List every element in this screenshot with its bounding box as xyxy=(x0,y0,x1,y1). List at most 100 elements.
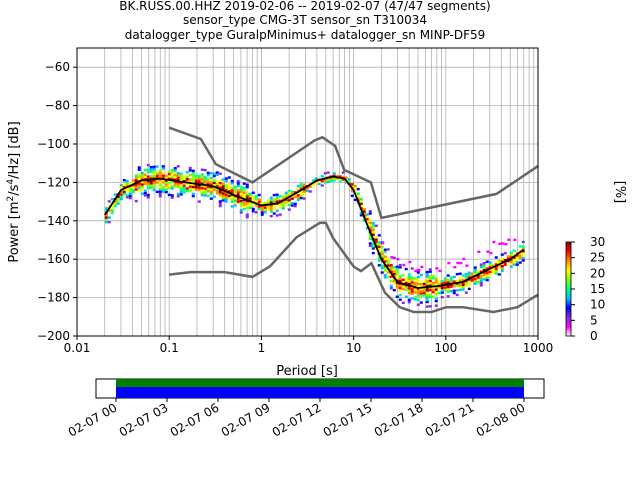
heatmap-cell xyxy=(230,200,234,203)
heatmap-cell xyxy=(104,207,108,210)
heatmap-cell xyxy=(104,220,108,224)
heatmap-cell xyxy=(230,179,234,183)
heatmap-cell xyxy=(389,287,393,290)
heatmap-cell xyxy=(179,186,183,189)
heatmap-cell xyxy=(221,183,225,186)
heatmap-cell xyxy=(251,191,255,195)
heatmap-cell xyxy=(206,178,210,181)
heatmap-cell xyxy=(407,287,411,290)
heatmap-cell xyxy=(131,181,135,185)
heatmap-cell xyxy=(227,176,231,179)
heatmap-cell xyxy=(332,174,336,177)
heatmap-cell xyxy=(431,274,435,278)
heatmap-cell xyxy=(104,216,108,219)
heatmap-cell xyxy=(443,286,447,289)
heatmap-cell xyxy=(257,193,261,197)
heatmap-cell xyxy=(281,200,285,203)
heatmap-cell xyxy=(245,197,249,200)
heatmap-cell xyxy=(158,181,162,184)
heatmap-cell xyxy=(461,278,465,282)
heatmap-cell xyxy=(308,185,312,189)
heatmap-cell xyxy=(146,168,150,171)
heatmap-cell xyxy=(233,185,237,189)
heatmap-cell xyxy=(239,195,243,198)
heatmap-cell xyxy=(434,292,438,296)
heatmap-cell xyxy=(320,184,324,187)
heatmap-cell xyxy=(371,247,375,250)
heatmap-cell xyxy=(287,203,291,207)
heatmap-cell xyxy=(503,263,507,266)
heatmap-cell xyxy=(125,182,129,185)
heatmap-cell xyxy=(389,284,393,288)
heatmap-cell xyxy=(380,264,384,267)
heatmap-cell xyxy=(371,228,375,232)
heatmap-cell xyxy=(194,188,198,191)
heatmap-cell xyxy=(200,173,204,176)
heatmap-cell xyxy=(500,258,504,261)
heatmap-cell xyxy=(248,197,252,200)
heatmap-cell xyxy=(404,295,408,298)
heatmap-cell xyxy=(203,187,207,190)
heatmap-cell xyxy=(419,289,423,293)
heatmap-cell xyxy=(332,176,336,180)
heatmap-cell xyxy=(428,268,432,271)
heatmap-cell xyxy=(407,291,411,295)
heatmap-cell xyxy=(191,169,195,173)
heatmap-cell xyxy=(326,178,330,181)
y-tick-label: −100 xyxy=(37,137,70,151)
x-axis-ticks: 0.01 0.1 1 10 100 1000 xyxy=(64,336,553,355)
heatmap-cell xyxy=(296,191,300,195)
heatmap-cell xyxy=(218,191,222,194)
heatmap-cell xyxy=(143,173,147,176)
heatmap-cell xyxy=(395,265,399,268)
heatmap-cell xyxy=(260,211,264,214)
heatmap-cell xyxy=(377,245,381,249)
heatmap-cell xyxy=(128,187,132,191)
heatmap-cell xyxy=(398,280,402,283)
heatmap-cell xyxy=(287,201,291,204)
heatmap-cell xyxy=(221,187,225,191)
heatmap-cell xyxy=(221,185,225,188)
heatmap-cell xyxy=(137,175,141,178)
heatmap-cell xyxy=(119,190,123,194)
heatmap-cell xyxy=(507,238,511,241)
coverage-tick-label: 02-07 15 xyxy=(321,400,375,439)
heatmap-cell xyxy=(467,280,471,284)
heatmap-cell xyxy=(296,198,300,202)
heatmap-cell xyxy=(269,210,273,213)
heatmap-cell xyxy=(332,179,336,182)
heatmap-cell xyxy=(176,185,180,189)
heatmap-cell xyxy=(407,280,411,283)
heatmap-cell xyxy=(155,174,159,177)
heatmap-cell xyxy=(176,181,180,184)
heatmap-cell xyxy=(191,185,195,189)
heatmap-cell xyxy=(200,182,204,185)
heatmap-cell xyxy=(242,191,246,195)
heatmap-cell xyxy=(233,192,237,196)
heatmap-cell xyxy=(269,196,273,199)
heatmap-cell xyxy=(356,192,360,195)
heatmap-cell xyxy=(422,291,426,295)
heatmap-cell xyxy=(383,276,387,279)
heatmap-cell xyxy=(209,181,213,184)
heatmap-cell xyxy=(380,250,384,254)
heatmap-cell xyxy=(518,254,522,257)
heatmap-cell xyxy=(242,187,246,190)
heatmap-cell xyxy=(197,177,201,180)
heatmap-cell xyxy=(368,235,372,238)
y-tick-label: −120 xyxy=(37,175,70,189)
heatmap-cell xyxy=(107,216,111,219)
heatmap-cell xyxy=(467,271,471,274)
heatmap-cell xyxy=(386,271,390,274)
heatmap-cell xyxy=(512,261,516,264)
heatmap-cell xyxy=(251,198,255,201)
heatmap-cell xyxy=(278,206,282,209)
heatmap-cell xyxy=(260,201,264,205)
heatmap-cell xyxy=(263,201,267,205)
heatmap-cell xyxy=(392,265,396,269)
heatmap-cell xyxy=(410,288,414,291)
heatmap-cell xyxy=(368,237,372,241)
heatmap-cell xyxy=(449,280,453,284)
heatmap-cell xyxy=(458,288,462,292)
heatmap-cell xyxy=(377,241,381,244)
